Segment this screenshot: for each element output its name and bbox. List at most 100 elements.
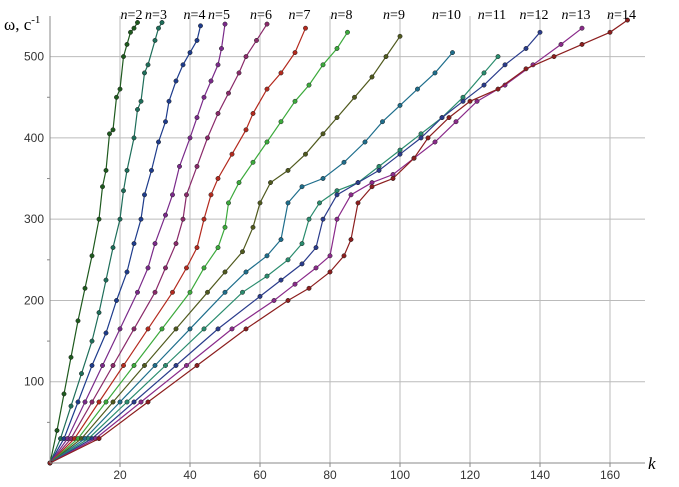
- data-point: [222, 269, 228, 275]
- data-point: [243, 326, 249, 332]
- data-point: [79, 371, 84, 377]
- data-point: [446, 115, 452, 121]
- data-point: [481, 70, 487, 76]
- data-point: [432, 139, 438, 145]
- tick-labels: 20 40 60 80 100 120 140 160 100 200 300 400 500: [24, 50, 620, 482]
- grid: [50, 16, 645, 463]
- data-point: [222, 289, 228, 295]
- data-point: [292, 98, 298, 104]
- data-point: [128, 29, 133, 35]
- data-point: [110, 399, 116, 405]
- data-point: [166, 98, 172, 104]
- data-point: [268, 180, 273, 186]
- data-point: [303, 151, 308, 157]
- data-point: [184, 265, 189, 271]
- series-label: n=14: [607, 8, 636, 23]
- data-point: [205, 289, 210, 295]
- data-point: [114, 94, 119, 100]
- data-point: [390, 172, 396, 177]
- series-n=14: [47, 17, 630, 466]
- series-label: n=3: [145, 8, 167, 23]
- data-point: [156, 139, 161, 145]
- series-line: [49, 27, 307, 464]
- data-point: [152, 363, 158, 368]
- data-point: [103, 167, 109, 173]
- data-point: [194, 37, 200, 43]
- data-point: [208, 78, 214, 84]
- data-point: [89, 338, 95, 344]
- data-point: [75, 318, 81, 324]
- data-point: [380, 119, 385, 125]
- x-tick-label: 60: [253, 468, 267, 482]
- data-point: [243, 54, 249, 60]
- data-point: [327, 253, 333, 259]
- data-point: [100, 363, 105, 368]
- data-point: [142, 363, 147, 368]
- series-line: [49, 19, 628, 464]
- y-axis-title-superscript: -1: [31, 14, 40, 26]
- data-point: [348, 192, 354, 198]
- data-point: [313, 245, 319, 251]
- data-point: [110, 363, 116, 368]
- series-label: n=7: [289, 8, 311, 23]
- series-group: [47, 17, 630, 466]
- data-point: [320, 131, 326, 137]
- data-point: [313, 265, 319, 271]
- data-point: [327, 269, 333, 275]
- data-point: [163, 119, 168, 125]
- data-point: [271, 298, 277, 303]
- x-axis-title: k: [648, 454, 656, 473]
- data-point: [170, 192, 175, 198]
- series-n=10: [47, 50, 455, 466]
- data-point: [152, 37, 158, 43]
- data-point: [240, 289, 245, 295]
- data-point: [131, 135, 137, 141]
- series-label: n=10: [432, 8, 461, 23]
- data-point: [537, 29, 543, 35]
- data-point: [264, 21, 270, 27]
- data-point: [205, 135, 210, 141]
- data-point: [96, 216, 102, 222]
- data-point: [495, 86, 501, 92]
- data-point: [397, 147, 403, 153]
- data-point: [320, 62, 326, 68]
- data-point: [264, 139, 270, 145]
- data-point: [117, 216, 123, 222]
- data-point: [264, 253, 270, 259]
- series-n=6: [47, 21, 270, 466]
- data-point: [226, 90, 231, 96]
- data-point: [278, 277, 284, 283]
- x-tick-label: 80: [323, 468, 337, 482]
- series-n=8: [47, 29, 350, 466]
- data-point: [145, 62, 151, 68]
- data-point: [135, 20, 140, 25]
- data-point: [54, 428, 60, 433]
- data-point: [124, 399, 130, 405]
- data-point: [250, 111, 256, 116]
- data-point: [149, 167, 154, 173]
- data-point: [159, 326, 165, 332]
- data-point: [121, 363, 126, 368]
- data-point: [254, 37, 259, 43]
- data-point: [320, 176, 326, 181]
- data-point: [285, 257, 291, 263]
- data-point: [103, 399, 109, 405]
- data-point: [450, 50, 455, 56]
- y-tick-label: 500: [24, 50, 44, 64]
- data-point: [334, 115, 340, 121]
- data-point: [306, 285, 312, 291]
- data-point: [152, 241, 158, 247]
- data-point: [163, 212, 168, 218]
- data-point: [117, 86, 123, 92]
- series-label: n=13: [562, 8, 591, 23]
- data-point: [236, 70, 242, 76]
- data-point: [142, 192, 147, 198]
- data-point: [299, 184, 305, 190]
- data-point: [75, 399, 81, 405]
- data-point: [82, 285, 88, 291]
- data-point: [383, 54, 389, 60]
- series-label: n=6: [250, 8, 272, 23]
- data-point: [61, 391, 67, 397]
- data-point: [103, 277, 109, 283]
- data-point: [184, 363, 189, 368]
